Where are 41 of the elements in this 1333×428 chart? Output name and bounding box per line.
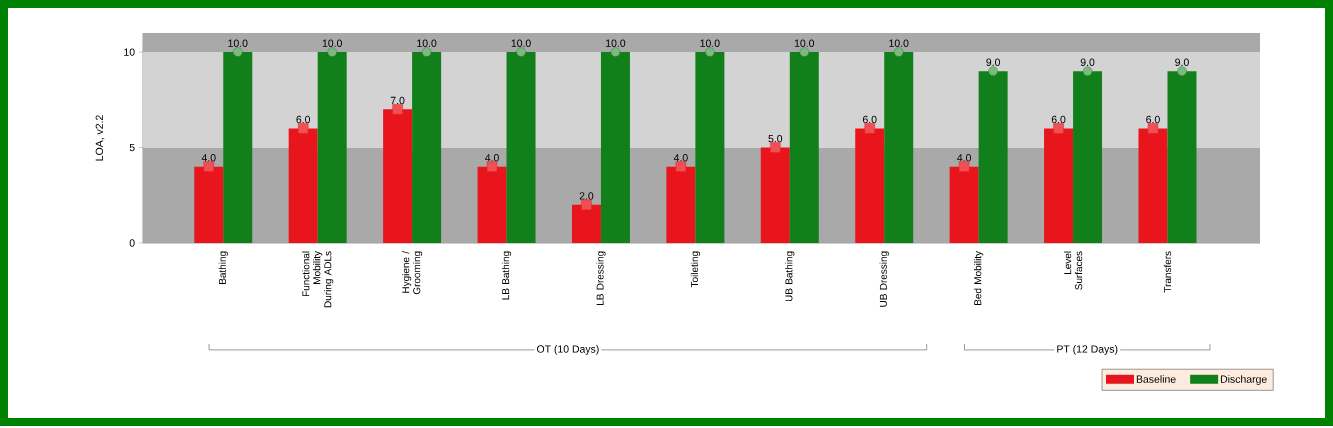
x-tick-label: Transfers — [1163, 251, 1172, 293]
data-label: 10.0 — [228, 39, 248, 47]
data-label: 10.0 — [511, 39, 531, 47]
data-label: 6.0 — [1051, 115, 1066, 124]
y-axis-title: LOA, v2.2 — [95, 115, 105, 161]
x-tick-label: Bathing — [218, 251, 228, 284]
x-tick-label: LB Bathing — [501, 251, 512, 300]
legend-label: Discharge — [1220, 375, 1267, 385]
data-label: 4.0 — [673, 154, 688, 162]
data-label: 4.0 — [485, 154, 499, 162]
data-label: 10.0 — [417, 39, 437, 47]
data-label: 2.0 — [579, 192, 594, 200]
legend-label: Baseline — [1136, 375, 1176, 383]
data-label: 5.0 — [768, 134, 783, 143]
data-label: 6.0 — [1146, 115, 1160, 124]
data-label: 9.0 — [986, 58, 1000, 66]
data-label: 10.0 — [889, 39, 909, 47]
data-label: 10.0 — [606, 39, 626, 47]
x-tick-label: Functional Mobility During ADLs — [302, 250, 334, 308]
data-label: 9.0 — [1175, 58, 1189, 66]
data-label: 10.0 — [322, 39, 342, 47]
text: PT (12 Days) — [1057, 345, 1118, 355]
x-tick-label: Toileting — [690, 251, 701, 288]
data-label: 9.0 — [1080, 58, 1095, 66]
x-tick-label: UB Bathing — [785, 251, 795, 302]
data-label: 6.0 — [296, 115, 311, 124]
x-tick-label: UB Dressing — [879, 251, 889, 307]
data-label: 10.0 — [794, 39, 815, 47]
x-tick-label: Bed Mobility — [974, 250, 984, 305]
data-label: 4.0 — [957, 154, 971, 162]
data-label: 6.0 — [862, 115, 877, 124]
data-label: 7.0 — [390, 96, 405, 105]
data-label: 10.0 — [700, 39, 720, 47]
data-label: 4.0 — [201, 154, 216, 162]
y-tick-label: 0 — [129, 239, 135, 247]
x-tick-label: Hygiene / Grooming — [401, 250, 423, 295]
x-tick-label: Level Surfaces — [1063, 251, 1083, 290]
text: OT (10 Days) — [537, 345, 599, 355]
y-tick-label: 5 — [129, 143, 135, 152]
y-tick-label: 10 — [124, 48, 135, 56]
x-tick-label: LB Dressing — [596, 251, 606, 305]
